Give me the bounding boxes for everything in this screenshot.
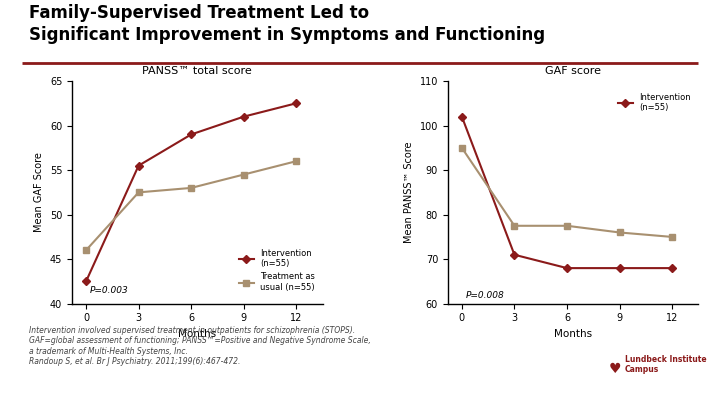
X-axis label: Months: Months	[179, 329, 216, 339]
Title: PANSS™ total score: PANSS™ total score	[143, 66, 252, 76]
X-axis label: Months: Months	[554, 329, 592, 339]
Y-axis label: Mean GAF Score: Mean GAF Score	[35, 152, 44, 232]
Text: Intervention involved supervised treatment in outpatients for schizophrenia (STO: Intervention involved supervised treatme…	[29, 326, 371, 366]
Y-axis label: Mean PANSS™ Score: Mean PANSS™ Score	[404, 142, 414, 243]
Text: Family-Supervised Treatment Led to
Significant Improvement in Symptoms and Funct: Family-Supervised Treatment Led to Signi…	[29, 4, 545, 44]
Legend: Intervention
(n=55): Intervention (n=55)	[614, 90, 694, 116]
Title: GAF score: GAF score	[545, 66, 601, 76]
Text: ♥: ♥	[608, 362, 621, 375]
Text: P=0.008: P=0.008	[465, 292, 504, 301]
Text: P=0.003: P=0.003	[89, 286, 128, 295]
Text: Lundbeck Institute
Campus: Lundbeck Institute Campus	[625, 355, 706, 374]
Legend: Intervention
(n=55), Treatment as
usual (n=55): Intervention (n=55), Treatment as usual …	[235, 245, 318, 295]
